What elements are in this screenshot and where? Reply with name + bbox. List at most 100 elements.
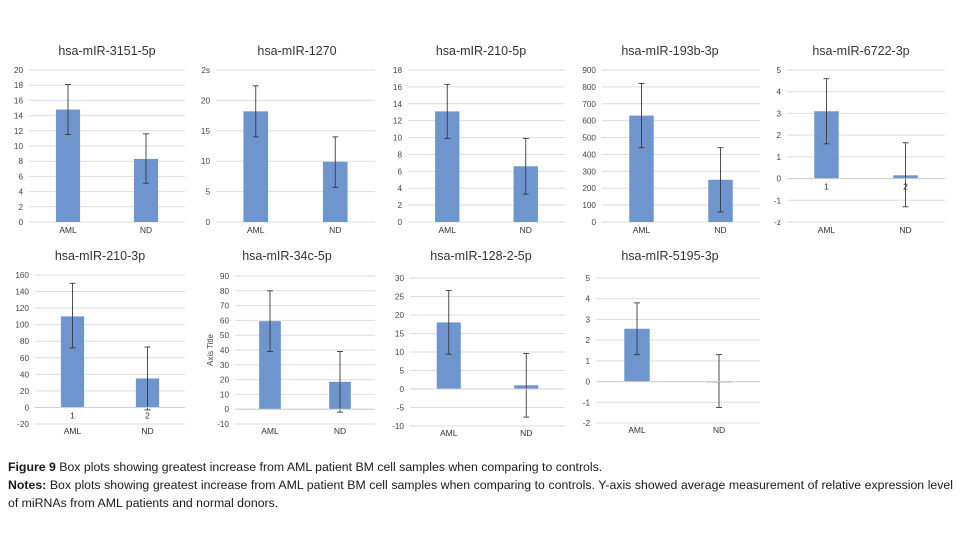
y-tick-label: -10 <box>392 422 404 431</box>
y-tick-label: 10 <box>220 390 230 399</box>
y-tick-label: 60 <box>220 316 230 325</box>
y-tick-label: 1 <box>585 357 590 366</box>
y-tick-label: 4 <box>18 188 23 197</box>
chart-title: hsa-mIR-6722-3p <box>812 44 909 58</box>
category-label: ND <box>713 425 725 435</box>
y-tick-label: 100 <box>582 201 596 210</box>
y-tick-label: -1 <box>583 398 591 407</box>
y-tick-label: 100 <box>15 321 29 330</box>
category-label: AML <box>261 426 279 436</box>
category-label: AML <box>440 428 458 438</box>
chart-panel: 0 2 4 6 8 10 12 14 16 18 20 hsa-mIR-3151-5p AML ND <box>14 44 185 235</box>
category-label: ND <box>899 225 911 235</box>
inner-axis-label: 1 <box>70 410 75 420</box>
y-tick-label: 20 <box>20 387 30 396</box>
caption-text: Box plots showing greatest increase from… <box>59 460 603 474</box>
y-tick-label: 40 <box>220 346 230 355</box>
y-tick-label: 4 <box>776 88 781 97</box>
y-tick-label: 6 <box>397 167 402 176</box>
bar <box>259 321 281 410</box>
y-axis-title: Axis Title <box>206 333 215 366</box>
category-label: ND <box>520 428 532 438</box>
y-tick-label: -1 <box>774 196 782 205</box>
y-tick-label: 12 <box>14 127 24 136</box>
y-tick-label: -20 <box>17 420 29 429</box>
category-label: AML <box>247 225 265 235</box>
y-tick-label: 0 <box>24 403 29 412</box>
chart-panel: -z -1 0 1 2 3 4 5 hsa-mIR-6722-3p AML 1 ND 2 <box>774 44 945 235</box>
y-tick-label: 140 <box>15 288 29 297</box>
y-tick-label: 80 <box>20 337 30 346</box>
y-tick-label: 5 <box>205 188 210 197</box>
notes-line: Notes: Box plots showing greatest increa… <box>8 476 953 512</box>
y-tick-label: 10 <box>393 134 403 143</box>
category-label: AML <box>633 225 651 235</box>
y-tick-label: 20 <box>220 376 230 385</box>
y-tick-label: 80 <box>220 287 230 296</box>
chart-title: hsa-mIR-193b-3p <box>621 44 718 58</box>
y-tick-label: 0 <box>591 218 596 227</box>
y-tick-label: 16 <box>393 83 403 92</box>
chart-panel: 0 100 200 300 400 500 600 700 800 900 hsa-mIR-193b… <box>582 44 760 235</box>
y-tick-label: 25 <box>395 293 405 302</box>
y-tick-label: 160 <box>15 271 29 280</box>
y-tick-label: 700 <box>582 100 596 109</box>
y-tick-label: 60 <box>20 354 30 363</box>
chart-title: hsa-mIR-5195-3p <box>621 249 718 263</box>
y-tick-label: 15 <box>395 330 405 339</box>
category-label: ND <box>141 426 153 436</box>
y-tick-label: 120 <box>15 304 29 313</box>
category-label: AML <box>818 225 836 235</box>
y-tick-label: 5 <box>776 66 781 75</box>
chart-title: hsa-mIR-210-3p <box>55 249 145 263</box>
y-tick-label: 30 <box>395 274 405 283</box>
inner-axis-label: 2 <box>145 410 150 420</box>
y-tick-label: 5 <box>399 367 404 376</box>
y-tick-label: 40 <box>20 370 30 379</box>
y-tick-label: 8 <box>397 150 402 159</box>
y-tick-label: 0 <box>399 385 404 394</box>
notes-label: Notes: <box>8 478 47 492</box>
y-tick-label: 2 <box>397 201 402 210</box>
y-tick-label: 5 <box>585 274 590 283</box>
category-label: AML <box>439 225 457 235</box>
y-tick-label: 10 <box>14 142 24 151</box>
y-tick-label: 6 <box>18 172 23 181</box>
y-tick-label: 15 <box>201 127 211 136</box>
y-tick-label: 4 <box>397 184 402 193</box>
chart-title: hsa-mIR-34c-5p <box>242 249 332 263</box>
category-label: ND <box>520 225 532 235</box>
y-tick-label: 20 <box>201 96 211 105</box>
y-tick-label: 3 <box>585 315 590 324</box>
y-tick-label: 2 <box>776 131 781 140</box>
y-tick-label: 10 <box>201 157 211 166</box>
y-tick-label: 3 <box>776 109 781 118</box>
y-tick-label: 2 <box>585 336 590 345</box>
chart-panel: -10 -5 0 5 10 15 20 25 30 hsa-mIR-128-2-5p AML ND <box>392 249 565 438</box>
y-tick-label: 900 <box>582 66 596 75</box>
y-tick-label: 1 <box>776 153 781 162</box>
y-tick-label: 2 <box>18 203 23 212</box>
chart-title: hsa-mIR-128-2-5p <box>430 249 531 263</box>
y-tick-label: 0 <box>224 405 229 414</box>
chart-panel: 0 5 10 15 20 2s hsa-mIR-1270 AML ND <box>201 44 375 235</box>
y-tick-label: 18 <box>14 81 24 90</box>
category-label: AML <box>64 426 82 436</box>
y-tick-label: -5 <box>397 404 405 413</box>
y-tick-label: 90 <box>220 272 230 281</box>
y-tick-label: 2s <box>201 66 210 75</box>
chart-panel: -20 0 20 40 60 80 100 120 140 160 hsa-mIR-210-3p AM… <box>15 249 185 436</box>
y-tick-label: 800 <box>582 83 596 92</box>
y-tick-label: 10 <box>395 348 405 357</box>
category-label: AML <box>59 225 77 235</box>
y-tick-label: 20 <box>14 66 24 75</box>
y-tick-label: 600 <box>582 117 596 126</box>
y-tick-label: 300 <box>582 167 596 176</box>
y-tick-label: 14 <box>14 112 24 121</box>
y-tick-label: -10 <box>217 420 229 429</box>
y-tick-label: 70 <box>220 302 230 311</box>
chart-panel: 0 2 4 6 8 10 12 14 16 18 hsa-mIR-210-5p AML ND <box>393 44 565 235</box>
y-tick-label: 18 <box>393 66 403 75</box>
notes-text: Box plots showing greatest increase from… <box>8 478 953 510</box>
bar <box>60 316 85 408</box>
